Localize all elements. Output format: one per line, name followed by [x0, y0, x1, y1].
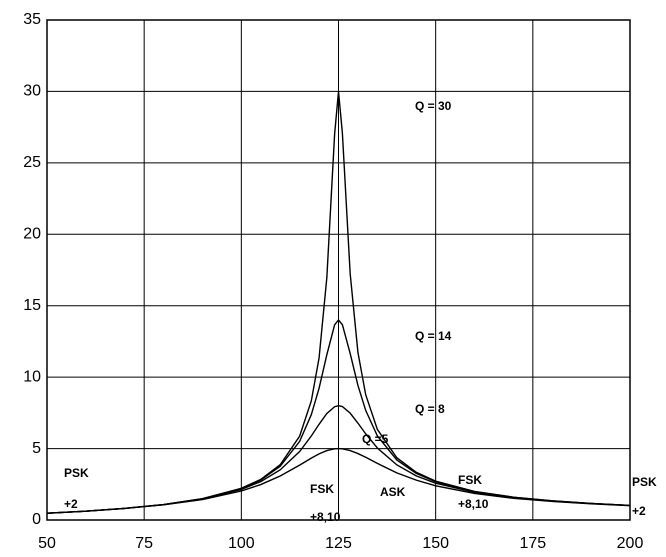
annotation: ASK	[380, 485, 406, 499]
y-tick-label: 20	[23, 226, 41, 243]
annotation: Q = 14	[415, 329, 452, 343]
x-tick-label: 125	[325, 535, 352, 552]
annotation: Q =5	[362, 432, 389, 446]
y-tick-label: 15	[23, 297, 41, 314]
annotation: +2	[64, 497, 78, 511]
annotation: Q = 30	[415, 99, 452, 113]
annotation: Q = 8	[415, 402, 445, 416]
annotation: PSK	[64, 466, 89, 480]
y-tick-label: 30	[23, 83, 41, 100]
annotation: FSK	[310, 482, 334, 496]
y-tick-label: 25	[23, 154, 41, 171]
annotation: +8,10	[310, 510, 341, 524]
x-tick-label: 75	[135, 535, 153, 552]
annotation: +2	[632, 504, 646, 518]
annotation: PSK	[632, 475, 657, 489]
x-tick-label: 150	[422, 535, 449, 552]
x-tick-label: 100	[228, 535, 255, 552]
annotation: FSK	[458, 473, 482, 487]
x-tick-label: 50	[38, 535, 56, 552]
y-tick-label: 35	[23, 11, 41, 28]
x-tick-label: 175	[519, 535, 546, 552]
y-tick-label: 5	[32, 440, 41, 457]
chart: 0 5 10 15 20 25 30 35 50 75 100 125 150 175 200 Q = 30 Q…	[0, 0, 666, 557]
x-tick-label: 200	[617, 535, 644, 552]
y-tick-label: 0	[32, 511, 41, 528]
annotation: +8,10	[458, 497, 489, 511]
y-tick-label: 10	[23, 368, 41, 385]
